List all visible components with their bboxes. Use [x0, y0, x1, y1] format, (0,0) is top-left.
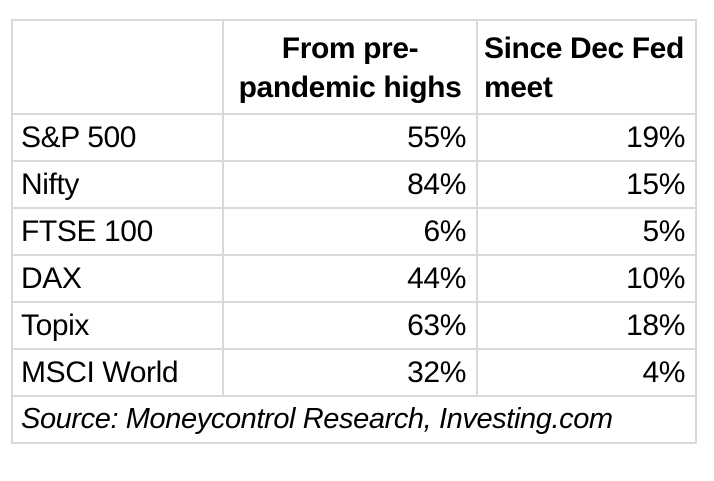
index-name-cell: DAX	[11, 254, 224, 303]
header-from-pre-pandemic: From pre-pandemic highs	[222, 19, 478, 115]
index-name-cell: S&P 500	[11, 113, 224, 162]
since-fed-value-cell: 15%	[476, 160, 697, 209]
since-fed-value-cell: 19%	[476, 113, 697, 162]
table-header-row: From pre-pandemic highs Since Dec Fed me…	[11, 19, 697, 115]
index-name-cell: Topix	[11, 301, 224, 350]
since-fed-value-cell: 4%	[476, 348, 697, 397]
table-row: Topix 63% 18%	[11, 301, 697, 350]
source-note: Source: Moneycontrol Research, Investing…	[11, 395, 697, 444]
table-row: Nifty 84% 15%	[11, 160, 697, 209]
table-row: FTSE 100 6% 5%	[11, 207, 697, 256]
pre-pandemic-value-cell: 84%	[222, 160, 478, 209]
index-name-cell: FTSE 100	[11, 207, 224, 256]
pre-pandemic-value-cell: 55%	[222, 113, 478, 162]
pre-pandemic-value-cell: 63%	[222, 301, 478, 350]
market-returns-table: From pre-pandemic highs Since Dec Fed me…	[11, 19, 697, 444]
header-since-dec-fed: Since Dec Fed meet	[476, 19, 697, 115]
since-fed-value-cell: 5%	[476, 207, 697, 256]
pre-pandemic-value-cell: 6%	[222, 207, 478, 256]
since-fed-value-cell: 18%	[476, 301, 697, 350]
pre-pandemic-value-cell: 32%	[222, 348, 478, 397]
index-name-cell: MSCI World	[11, 348, 224, 397]
since-fed-value-cell: 10%	[476, 254, 697, 303]
index-name-cell: Nifty	[11, 160, 224, 209]
source-row: Source: Moneycontrol Research, Investing…	[11, 395, 697, 444]
table-row: MSCI World 32% 4%	[11, 348, 697, 397]
pre-pandemic-value-cell: 44%	[222, 254, 478, 303]
table-row: DAX 44% 10%	[11, 254, 697, 303]
header-corner-cell	[11, 19, 224, 115]
table-row: S&P 500 55% 19%	[11, 113, 697, 162]
